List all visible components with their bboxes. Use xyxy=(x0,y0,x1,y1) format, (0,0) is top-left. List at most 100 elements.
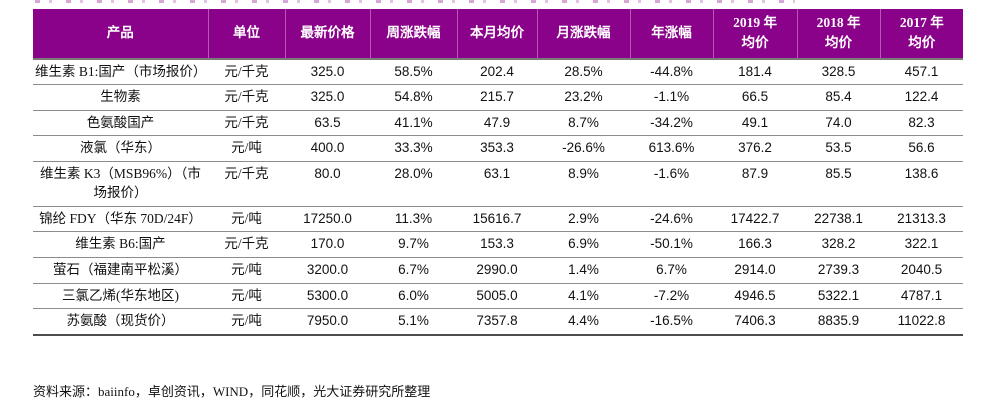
value-cell: 328.2 xyxy=(797,231,880,258)
value-cell: 87.9 xyxy=(713,161,797,207)
commodity-price-table: 产品 单位 最新价格 周涨跌幅 本月均价 月涨跌幅 年涨幅 2019 年 均价 2018 年 均… xyxy=(33,9,963,336)
value-cell: 33.3% xyxy=(370,135,457,162)
unit-cell: 元/千克 xyxy=(208,231,285,258)
value-cell: 85.4 xyxy=(797,84,880,111)
product-cell: 三氯乙烯(华东地区) xyxy=(33,283,208,310)
product-cell: 液氯（华东） xyxy=(33,135,208,162)
value-cell: 457.1 xyxy=(880,58,963,86)
product-cell: 维生素 B1:国产（市场报价） xyxy=(33,58,208,86)
table-row: 生物素 元/千克 325.0 54.8% 215.7 23.2% -1.1% 66.5 85.4… xyxy=(33,84,963,111)
product-cell: 苏氨酸（现货价） xyxy=(33,308,208,336)
product-cell: 锦纶 FDY（华东 70D/24F） xyxy=(33,206,208,233)
table-row: 苏氨酸（现货价） 元/吨 7950.0 5.1% 7357.8 4.4% -16.5% 740… xyxy=(33,308,963,336)
value-cell: 28.0% xyxy=(370,161,457,207)
value-cell: 613.6% xyxy=(630,135,713,162)
value-cell: 3200.0 xyxy=(285,257,370,284)
value-cell: 4.1% xyxy=(537,283,630,310)
value-cell: 15616.7 xyxy=(457,206,537,233)
product-cell: 维生素 K3（MSB96%）（市场报价） xyxy=(33,161,208,207)
value-cell: 4787.1 xyxy=(880,283,963,310)
value-cell: 5300.0 xyxy=(285,283,370,310)
column-header: 2018 年 均价 xyxy=(796,9,880,60)
unit-cell: 元/千克 xyxy=(208,58,285,86)
value-cell: 4.4% xyxy=(537,308,630,336)
unit-cell: 元/千克 xyxy=(208,161,285,207)
value-cell: 325.0 xyxy=(285,58,370,86)
table-row: 萤石（福建南平松溪） 元/吨 3200.0 6.7% 2990.0 1.4% 6.7% 291… xyxy=(33,257,963,284)
column-header: 年涨幅 xyxy=(629,9,713,60)
column-header: 本月均价 xyxy=(456,9,537,60)
value-cell: 202.4 xyxy=(457,58,537,86)
value-cell: 5322.1 xyxy=(797,283,880,310)
product-cell: 色氨酸国产 xyxy=(33,110,208,137)
value-cell: 5005.0 xyxy=(457,283,537,310)
clipped-text-remnant xyxy=(35,0,795,3)
value-cell: 56.6 xyxy=(880,135,963,162)
value-cell: -16.5% xyxy=(630,308,713,336)
value-cell: 6.7% xyxy=(630,257,713,284)
product-cell: 生物素 xyxy=(33,84,208,111)
value-cell: 7357.8 xyxy=(457,308,537,336)
unit-cell: 元/千克 xyxy=(208,84,285,111)
value-cell: 22738.1 xyxy=(797,206,880,233)
value-cell: -26.6% xyxy=(537,135,630,162)
value-cell: -1.1% xyxy=(630,84,713,111)
value-cell: 80.0 xyxy=(285,161,370,207)
unit-cell: 元/吨 xyxy=(208,206,285,233)
table-row: 液氯（华东） 元/吨 400.0 33.3% 353.3 -26.6% 613.6% 376.… xyxy=(33,135,963,162)
product-cell: 萤石（福建南平松溪） xyxy=(33,257,208,284)
column-header: 单位 xyxy=(207,9,285,60)
value-cell: 153.3 xyxy=(457,231,537,258)
value-cell: 66.5 xyxy=(713,84,797,111)
value-cell: 6.7% xyxy=(370,257,457,284)
value-cell: 2914.0 xyxy=(713,257,797,284)
value-cell: 21313.3 xyxy=(880,206,963,233)
value-cell: 63.1 xyxy=(457,161,537,207)
column-header: 产品 xyxy=(33,9,208,60)
table-row: 锦纶 FDY（华东 70D/24F） 元/吨 17250.0 11.3% 15616.7… xyxy=(33,206,963,233)
value-cell: 82.3 xyxy=(880,110,963,137)
value-cell: -34.2% xyxy=(630,110,713,137)
value-cell: 5.1% xyxy=(370,308,457,336)
value-cell: 170.0 xyxy=(285,231,370,258)
value-cell: 328.5 xyxy=(797,58,880,86)
value-cell: 2.9% xyxy=(537,206,630,233)
value-cell: 8835.9 xyxy=(797,308,880,336)
value-cell: 8.7% xyxy=(537,110,630,137)
value-cell: 47.9 xyxy=(457,110,537,137)
table-row: 维生素 K3（MSB96%）（市场报价） 元/千克 80.0 28.0% 63.1 8.9… xyxy=(33,161,963,207)
value-cell: 138.6 xyxy=(880,161,963,207)
table-row: 色氨酸国产 元/千克 63.5 41.1% 47.9 8.7% -34.2% 49.1 74.0… xyxy=(33,110,963,137)
unit-cell: 元/吨 xyxy=(208,283,285,310)
value-cell: 8.9% xyxy=(537,161,630,207)
unit-cell: 元/吨 xyxy=(208,257,285,284)
column-header: 月涨跌幅 xyxy=(536,9,630,60)
value-cell: -50.1% xyxy=(630,231,713,258)
value-cell: 122.4 xyxy=(880,84,963,111)
value-cell: 53.5 xyxy=(797,135,880,162)
value-cell: 215.7 xyxy=(457,84,537,111)
value-cell: 49.1 xyxy=(713,110,797,137)
value-cell: -24.6% xyxy=(630,206,713,233)
value-cell: 9.7% xyxy=(370,231,457,258)
table-header-row: 产品 单位 最新价格 周涨跌幅 本月均价 月涨跌幅 年涨幅 2019 年 均价 2018 年 均… xyxy=(33,9,963,60)
value-cell: 7406.3 xyxy=(713,308,797,336)
value-cell: 7950.0 xyxy=(285,308,370,336)
source-note: 资料来源：baiinfo，卓创资讯，WIND，同花顺，光大证券研究所整理 xyxy=(33,384,431,399)
value-cell: 11022.8 xyxy=(880,308,963,336)
value-cell: 2739.3 xyxy=(797,257,880,284)
value-cell: -1.6% xyxy=(630,161,713,207)
value-cell: 6.9% xyxy=(537,231,630,258)
table-row: 维生素 B1:国产（市场报价） 元/千克 325.0 58.5% 202.4 28.5% -… xyxy=(33,58,963,86)
value-cell: 11.3% xyxy=(370,206,457,233)
column-header: 2017 年 均价 xyxy=(879,9,963,60)
column-header: 2019 年 均价 xyxy=(712,9,797,60)
value-cell: 63.5 xyxy=(285,110,370,137)
value-cell: 353.3 xyxy=(457,135,537,162)
value-cell: 1.4% xyxy=(537,257,630,284)
column-header: 周涨跌幅 xyxy=(369,9,457,60)
value-cell: 54.8% xyxy=(370,84,457,111)
table-header: 产品 单位 最新价格 周涨跌幅 本月均价 月涨跌幅 年涨幅 2019 年 均价 2018 年 均… xyxy=(33,9,963,60)
product-cell: 维生素 B6:国产 xyxy=(33,231,208,258)
